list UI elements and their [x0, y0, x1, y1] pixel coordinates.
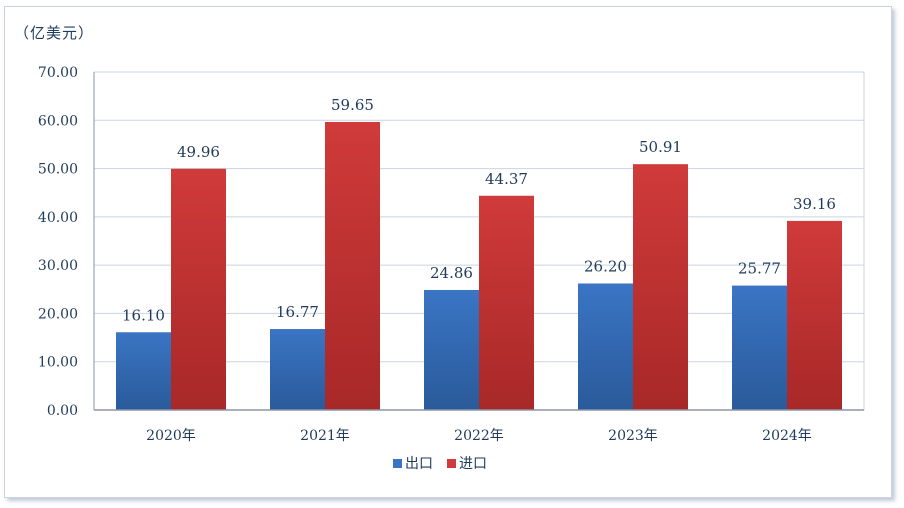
y-tick-label: 60.00	[38, 113, 78, 129]
legend: 出口 进口	[393, 456, 487, 472]
legend-swatch-import	[447, 459, 456, 468]
legend-swatch-export	[393, 459, 402, 468]
y-tick-label: 10.00	[38, 355, 78, 371]
x-tick-label: 2022年	[454, 428, 504, 444]
x-tick-label: 2024年	[762, 428, 812, 444]
y-tick-label: 50.00	[38, 162, 78, 178]
bars	[116, 121, 842, 411]
bar-export	[424, 289, 479, 410]
legend-label: 出口	[405, 456, 433, 472]
bar-export	[732, 285, 787, 410]
y-tick-label: 40.00	[38, 210, 78, 226]
axes: 0.00 10.00 20.00 30.00 40.00 50.00 60.00 70.00 2…	[38, 65, 864, 444]
y-tick-label: 30.00	[38, 258, 78, 274]
bar-export	[578, 283, 633, 410]
data-label: 16.77	[276, 303, 319, 321]
data-label: 25.77	[738, 260, 781, 278]
x-tick-label: 2021年	[300, 428, 350, 444]
x-tick-label: 2023年	[608, 428, 658, 444]
data-label: 50.91	[639, 138, 682, 156]
data-labels: 16.10 49.96 16.77 59.65 24.86 44.37 26.20 50.91…	[122, 96, 836, 324]
data-label: 16.10	[122, 306, 165, 324]
y-tick-label: 70.00	[38, 65, 78, 81]
bar-export	[116, 332, 171, 410]
data-label: 44.37	[485, 170, 528, 188]
bar-import	[171, 168, 226, 410]
data-label: 24.86	[430, 264, 473, 282]
data-label: 26.20	[584, 257, 627, 275]
y-axis-unit-label: （亿美元）	[14, 24, 95, 42]
bar-import	[787, 220, 842, 410]
y-tick-label: 20.00	[38, 306, 78, 322]
data-label: 49.96	[177, 143, 220, 161]
bar-import	[633, 164, 688, 410]
bar-import	[325, 121, 380, 411]
legend-label: 进口	[459, 456, 487, 472]
data-label: 59.65	[331, 96, 374, 114]
data-label: 39.16	[793, 195, 836, 213]
x-tick-label: 2020年	[146, 428, 196, 444]
chart-frame	[4, 6, 892, 498]
y-tick-label: 0.00	[47, 403, 78, 419]
bar-export	[270, 329, 325, 410]
bar-import	[479, 195, 534, 410]
